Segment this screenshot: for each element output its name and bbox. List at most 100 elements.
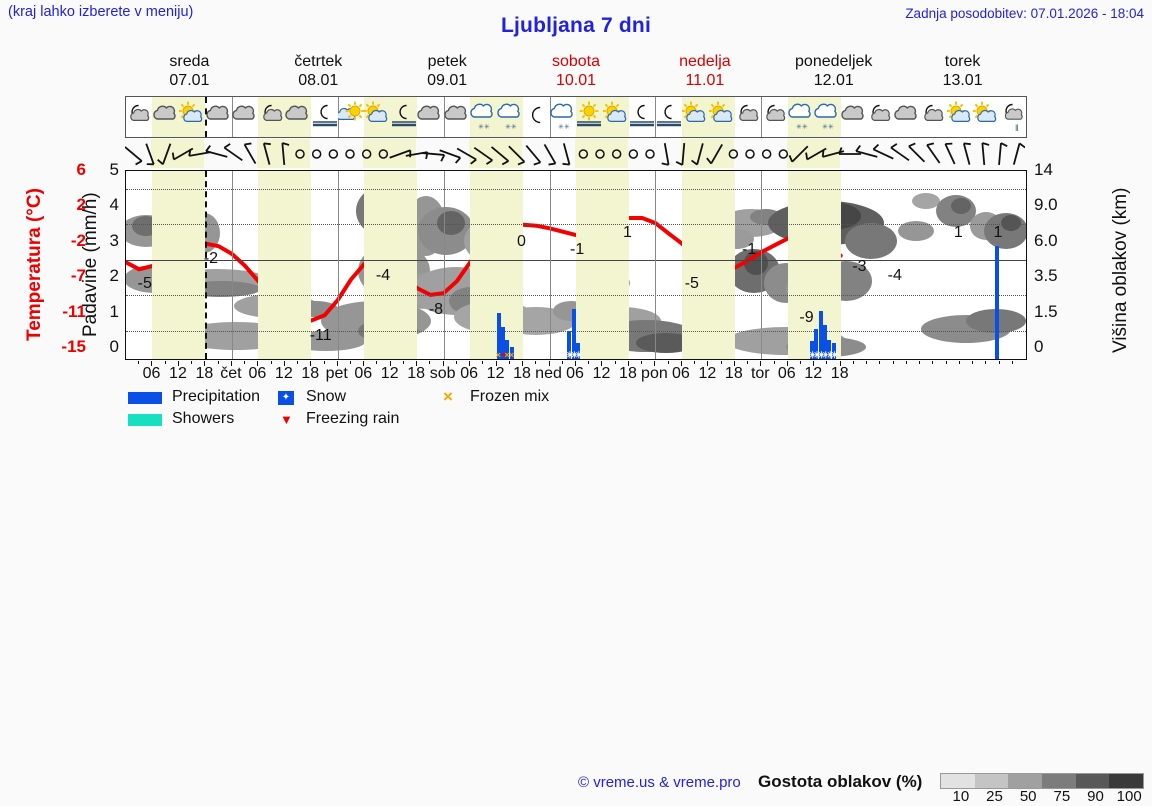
temperature-value-label: -1 xyxy=(570,241,584,259)
svg-text:✳✳: ✳✳ xyxy=(558,123,570,131)
time-minor-tick xyxy=(800,361,801,364)
freezing-rain-icon: ▼ xyxy=(280,413,293,427)
day-name: torek xyxy=(898,52,1027,71)
time-minor-tick xyxy=(721,361,722,364)
sun-cloud-icon xyxy=(973,97,999,137)
time-tick-label: 06 xyxy=(672,365,690,383)
day-gridline xyxy=(444,171,445,359)
time-minor-tick xyxy=(588,361,589,364)
day-date: 10.01 xyxy=(512,71,641,90)
temperature-tick-label: 6 xyxy=(40,160,86,180)
time-minor-tick xyxy=(350,361,351,364)
time-minor-tick xyxy=(641,361,642,364)
day-name: petek xyxy=(383,52,512,71)
time-minor-tick xyxy=(959,361,960,364)
moon-cloud-fog-icon: ‖ xyxy=(1000,97,1026,137)
time-minor-tick xyxy=(522,361,523,364)
cloud-height-tick-label: 14 xyxy=(1034,160,1078,180)
time-minor-tick xyxy=(681,361,682,364)
cloud-density-scale-label: 75 xyxy=(1053,788,1070,805)
time-minor-tick xyxy=(879,361,880,364)
time-minor-tick xyxy=(747,361,748,364)
time-tick-label: pon xyxy=(641,365,668,383)
time-minor-tick xyxy=(999,361,1000,364)
time-tick-label: 18 xyxy=(407,365,425,383)
time-tick-label: pet xyxy=(326,365,348,383)
time-minor-tick xyxy=(601,361,602,364)
time-tick-label: 18 xyxy=(831,365,849,383)
time-minor-tick xyxy=(932,361,933,364)
temperature-value-label: 1 xyxy=(623,224,632,242)
precipitation-tick-label: 3 xyxy=(95,231,119,251)
time-minor-tick xyxy=(774,361,775,364)
day-date: 13.01 xyxy=(898,71,1027,90)
temperature-value-label: -9 xyxy=(799,309,813,327)
time-minor-tick xyxy=(1012,361,1013,364)
copyright-text[interactable]: © vreme.us & vreme.pro xyxy=(578,774,741,791)
sun-band-icon xyxy=(576,97,602,137)
time-minor-tick xyxy=(178,361,179,364)
temperature-tick-label: -11 xyxy=(40,302,86,322)
time-minor-tick xyxy=(310,361,311,364)
svg-text:✳✳: ✳✳ xyxy=(796,123,808,131)
temperature-tick-label: 2 xyxy=(40,195,86,215)
time-minor-tick xyxy=(760,361,761,364)
cloud-icon xyxy=(841,97,867,137)
sun-cloud-icon xyxy=(682,97,708,137)
time-tick-label: sob xyxy=(430,365,456,383)
day-gridline xyxy=(761,171,762,359)
time-minor-tick xyxy=(165,361,166,364)
time-minor-tick xyxy=(482,361,483,364)
sun-cloud-icon xyxy=(179,97,205,137)
frozen-mix-icon: × xyxy=(443,390,453,404)
day-gridline xyxy=(232,171,233,359)
time-minor-tick xyxy=(443,361,444,364)
cloud-icon xyxy=(205,97,231,137)
moon-cloud-icon xyxy=(126,97,152,137)
wind-barb-strip xyxy=(125,139,1027,168)
cloud-snow-icon: ✳✳ xyxy=(788,97,814,137)
cloud-icon xyxy=(152,97,178,137)
temperature-value-label: 0 xyxy=(517,233,526,251)
time-tick-label: 18 xyxy=(725,365,743,383)
cloud-density-legend-title: Gostota oblakov (%) xyxy=(758,772,922,792)
time-minor-tick xyxy=(562,361,563,364)
temperature-value-label: -4 xyxy=(888,267,902,285)
precipitation-tick-label: 0 xyxy=(95,337,119,357)
moon-cloud-icon xyxy=(735,97,761,137)
sun-cloud-icon xyxy=(602,97,628,137)
svg-text:‖: ‖ xyxy=(1015,123,1019,133)
precipitation-type-symbol: × xyxy=(509,351,514,360)
time-minor-tick xyxy=(324,361,325,364)
legend-snow-label: Snow xyxy=(306,388,346,406)
cloud-density-step xyxy=(1042,774,1076,788)
time-minor-tick xyxy=(654,361,655,364)
cloud-height-axis-title: Višina oblakov (km) xyxy=(1108,172,1134,368)
time-minor-tick xyxy=(985,361,986,364)
temperature-value-label: -5 xyxy=(685,275,699,293)
moon-wind-icon xyxy=(391,97,417,137)
time-tick-label: 18 xyxy=(619,365,637,383)
precipitation-tick-label: 4 xyxy=(95,195,119,215)
time-minor-tick xyxy=(893,361,894,364)
cloud-height-tick-label: 3.5 xyxy=(1034,266,1078,286)
temperature-tick-label: -7 xyxy=(40,266,86,286)
time-minor-tick xyxy=(734,361,735,364)
wind-barbs xyxy=(125,139,1025,168)
day-date: 08.01 xyxy=(254,71,383,90)
time-minor-tick xyxy=(535,361,536,364)
time-minor-tick xyxy=(429,361,430,364)
day-date: 09.01 xyxy=(383,71,512,90)
precipitation-swatch xyxy=(128,392,162,404)
legend-frozen-mix-label: Frozen mix xyxy=(470,388,549,406)
precipitation-type-symbol: ✳ xyxy=(831,351,839,360)
sun-cloud-icon xyxy=(364,97,390,137)
current-time-marker xyxy=(205,171,207,359)
precipitation-bar xyxy=(995,246,999,360)
moon-wind-icon xyxy=(629,97,655,137)
snow-icon: ✦ xyxy=(278,391,294,405)
